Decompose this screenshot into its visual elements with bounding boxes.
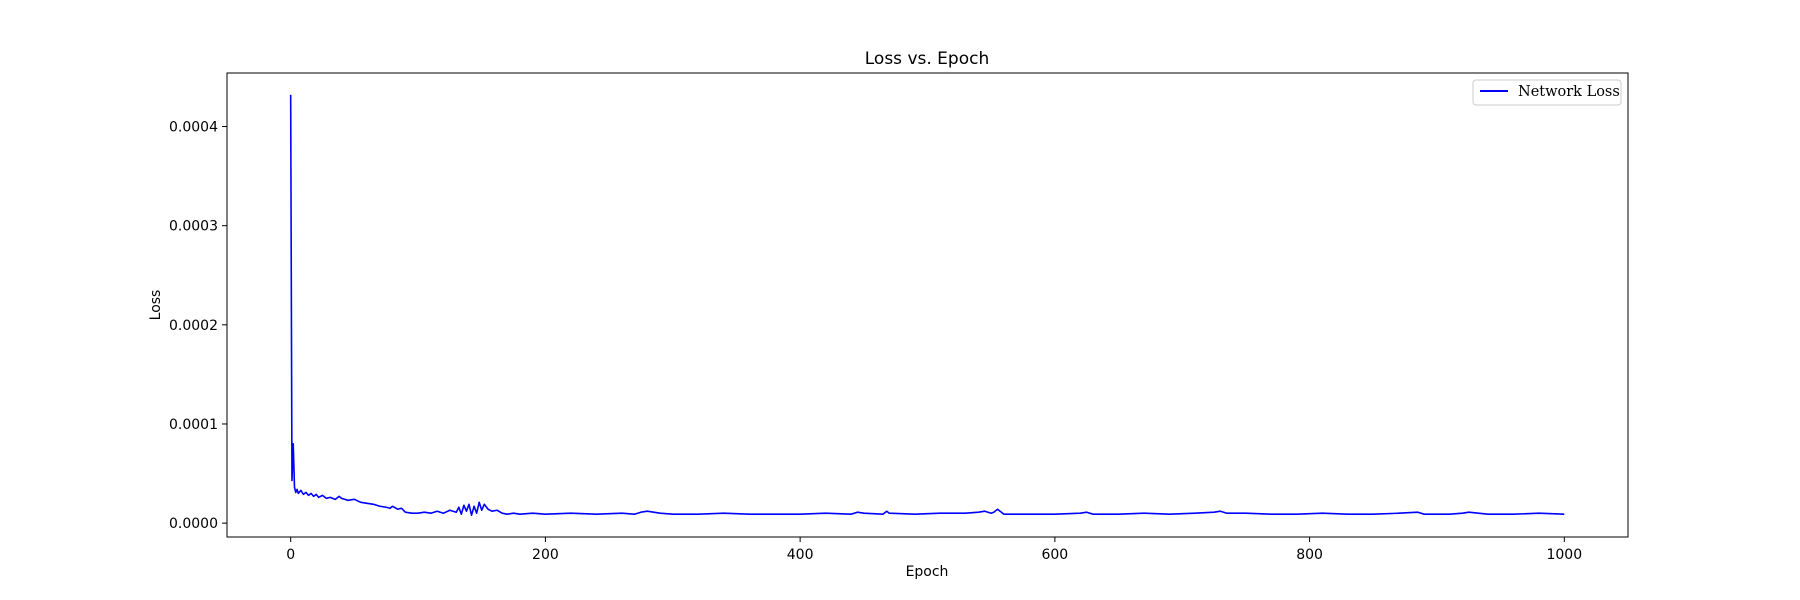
x-tick-label: 0 bbox=[286, 547, 295, 563]
plot-frame bbox=[226, 72, 1629, 538]
x-tick-label: 1000 bbox=[1546, 547, 1582, 563]
series-line-network-loss bbox=[289, 94, 1565, 516]
series-layer bbox=[289, 94, 1565, 516]
y-tick-label: 0.0003 bbox=[169, 219, 218, 235]
x-tick-label: 400 bbox=[787, 547, 814, 563]
y-tick-label: 0.0002 bbox=[169, 318, 218, 334]
plot-area bbox=[226, 72, 1629, 538]
chart-title: Loss vs. Epoch bbox=[865, 49, 989, 69]
x-tick-label: 600 bbox=[1041, 547, 1068, 563]
x-axis-ticks: 0 200 400 600 800 1000 bbox=[286, 537, 1582, 563]
legend-box bbox=[1472, 79, 1622, 106]
x-axis-label: Epoch bbox=[906, 564, 949, 580]
y-tick-label: 0.0000 bbox=[169, 516, 218, 532]
y-tick-label: 0.0004 bbox=[169, 120, 218, 136]
legend: Network Loss bbox=[1472, 79, 1622, 106]
y-tick-label: 0.0001 bbox=[169, 417, 218, 433]
y-axis-label: Loss bbox=[148, 290, 164, 321]
x-tick-label: 200 bbox=[532, 547, 559, 563]
x-tick-label: 800 bbox=[1296, 547, 1323, 563]
y-axis-ticks: 0.0000 0.0001 0.0002 0.0003 0.0004 bbox=[169, 120, 227, 532]
legend-entry-network-loss: Network Loss bbox=[1518, 84, 1620, 100]
